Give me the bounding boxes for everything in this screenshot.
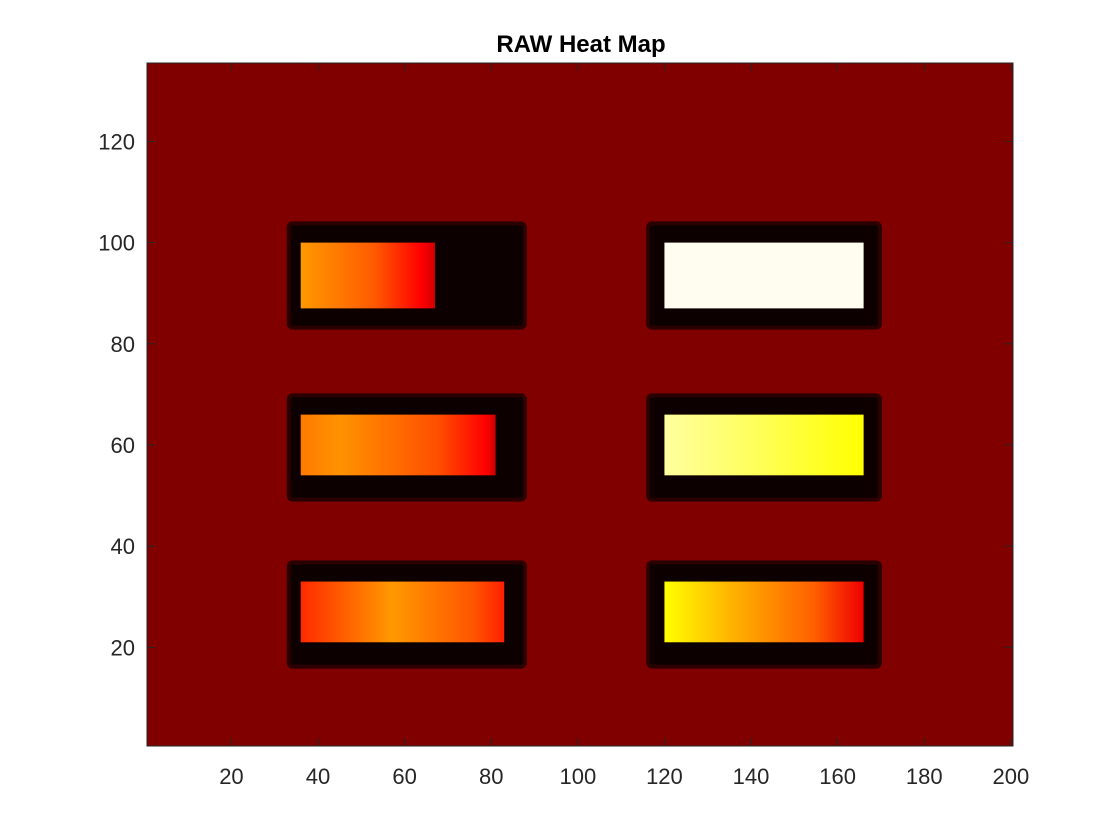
x-tick-label: 60 (392, 764, 416, 789)
x-tick-label: 40 (306, 764, 330, 789)
block-top-left (300, 242, 435, 309)
x-tick-label: 20 (219, 764, 243, 789)
y-axis: 20 40 60 80 100 120 (98, 129, 1013, 660)
axes-box (146, 62, 1014, 747)
x-tick-label: 160 (819, 764, 856, 789)
x-tick-label: 120 (646, 764, 683, 789)
chart-title: RAW Heat Map (496, 31, 665, 58)
block-middle-left (300, 414, 496, 476)
plot-area (146, 62, 1014, 747)
y-tick-label: 120 (98, 129, 135, 154)
x-tick-label: 140 (733, 764, 770, 789)
x-tick-label: 100 (559, 764, 596, 789)
x-tick-label: 180 (906, 764, 943, 789)
y-tick-label: 80 (111, 332, 135, 357)
x-axis: 20 40 60 80 100 120 140 160 180 200 (219, 63, 1029, 789)
y-tick-label: 60 (111, 433, 135, 458)
x-tick-label: 80 (479, 764, 503, 789)
block-middle-right (664, 414, 864, 476)
y-tick-label: 100 (98, 231, 135, 256)
block-top-right (664, 242, 864, 309)
heatmap-background (147, 63, 1013, 746)
block-bottom-left (300, 581, 505, 643)
block-bottom-right (664, 581, 864, 643)
y-tick-label: 40 (111, 534, 135, 559)
x-tick-label: 200 (992, 764, 1029, 789)
y-tick-label: 20 (111, 635, 135, 660)
